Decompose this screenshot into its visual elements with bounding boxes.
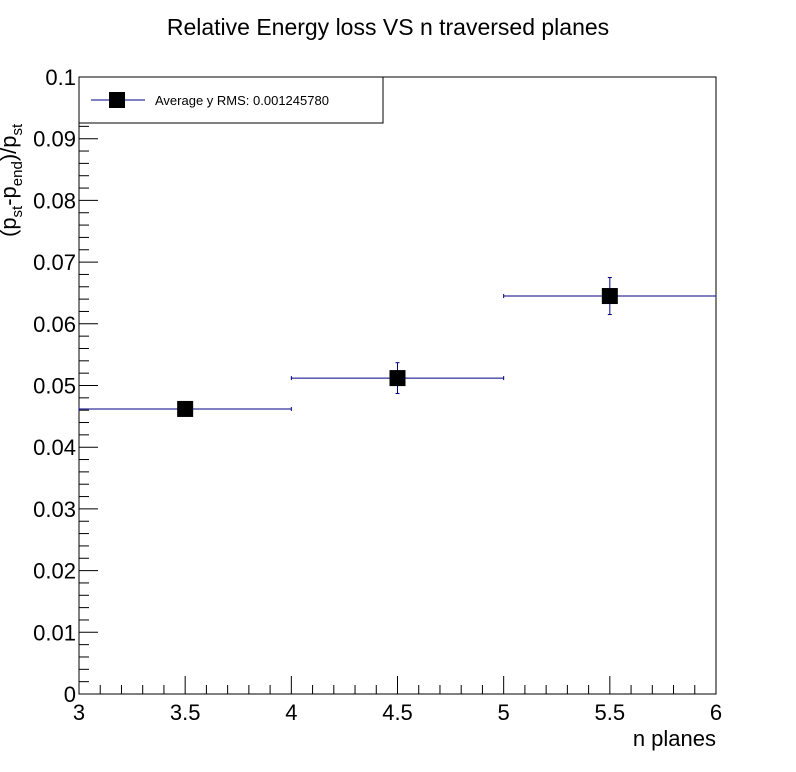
y-tick-label: 0.07 xyxy=(33,250,76,275)
x-tick-label: 4 xyxy=(285,700,297,725)
y-axis: 0 0.01 0.02 0.03 0.04 0.05 0.06 0.07 0.08 0.09 0.1 xyxy=(33,65,98,707)
legend-marker xyxy=(109,92,125,108)
series-layer xyxy=(78,277,717,417)
x-tick-label: 3.5 xyxy=(170,700,201,725)
x-tick-label: 3 xyxy=(73,700,85,725)
y-tick-label: 0.04 xyxy=(33,435,76,460)
data-point xyxy=(177,400,194,417)
y-tick-label: 0.1 xyxy=(45,65,76,90)
y-tick-label: 0.09 xyxy=(33,127,76,152)
x-axis-title: n planes xyxy=(633,726,716,751)
y-tick-label: 0 xyxy=(64,682,76,707)
x-axis: 3 3.5 4 4.5 5 5.5 6 xyxy=(73,676,722,725)
y-axis-title-sub: end xyxy=(9,161,26,186)
x-tick-label: 4.5 xyxy=(382,700,413,725)
legend-label: Average y RMS: 0.001245780 xyxy=(155,93,329,108)
y-tick-label: 0.01 xyxy=(33,620,76,645)
y-axis-title-part: (p xyxy=(0,217,21,237)
y-axis-title-sub: st xyxy=(9,205,26,218)
legend: Average y RMS: 0.001245780 xyxy=(78,76,384,124)
y-axis-title-part: )/p xyxy=(0,135,21,161)
y-tick-label: 0.05 xyxy=(33,374,76,399)
x-tick-label: 5 xyxy=(498,700,510,725)
y-axis-title: (pst-pend)/pst xyxy=(0,123,26,237)
y-axis-title-sub: st xyxy=(9,123,26,136)
data-point xyxy=(601,288,618,305)
chart-title: Relative Energy loss VS n traversed plan… xyxy=(167,14,609,40)
y-tick-label: 0.02 xyxy=(33,559,76,584)
y-tick-label: 0.06 xyxy=(33,312,76,337)
y-axis-title-part: -p xyxy=(0,186,21,206)
y-tick-label: 0.08 xyxy=(33,188,76,213)
x-tick-label: 5.5 xyxy=(595,700,626,725)
x-tick-label: 6 xyxy=(710,700,722,725)
data-point xyxy=(389,370,406,387)
y-tick-label: 0.03 xyxy=(33,497,76,522)
